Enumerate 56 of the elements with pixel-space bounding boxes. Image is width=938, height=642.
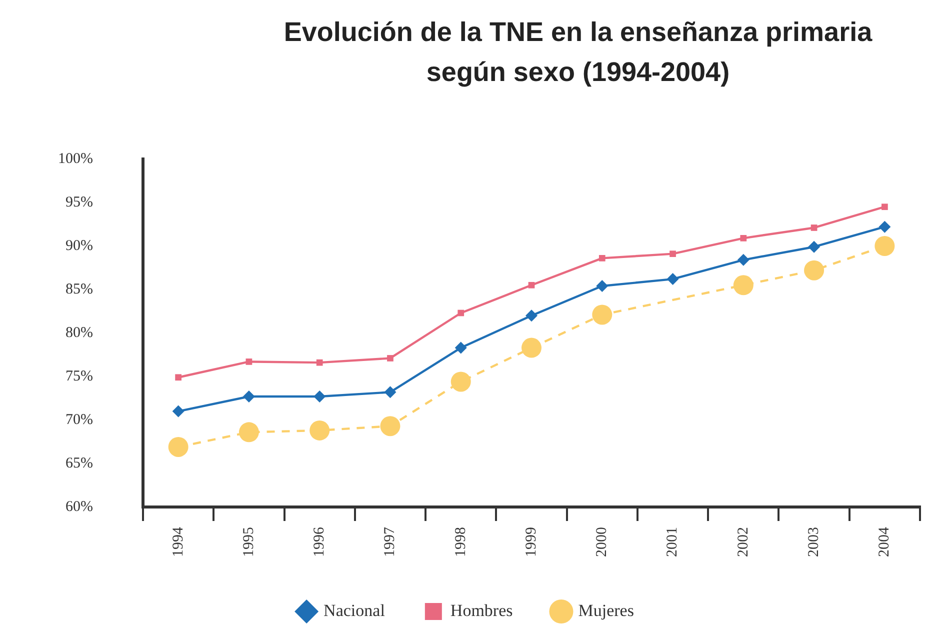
point [666, 273, 679, 286]
point [804, 260, 824, 280]
x-tick-label: 1998 [452, 527, 469, 557]
point [175, 374, 182, 381]
x-tick-label: 1994 [170, 526, 186, 557]
point [450, 372, 471, 392]
y-tick-label: 65% [65, 455, 93, 472]
point [528, 282, 535, 288]
legend-label: Mujeres [578, 600, 634, 620]
point [458, 310, 464, 316]
y-tick-label: 90% [65, 238, 93, 254]
x-tick-label: 2004 [876, 526, 893, 557]
point [733, 275, 754, 296]
x-tick-label: 1996 [312, 526, 328, 557]
point [592, 304, 612, 325]
x-tick-label: 1995 [240, 527, 257, 557]
y-tick-label: 85% [65, 281, 93, 298]
y-tick-label: 80% [65, 324, 93, 341]
point [316, 359, 323, 366]
point [387, 355, 394, 362]
point [521, 338, 542, 358]
point [242, 390, 255, 403]
legend-label: Hombres [450, 600, 513, 620]
point [172, 405, 184, 418]
point [314, 390, 326, 403]
point [740, 234, 747, 242]
point [882, 204, 888, 210]
point [310, 420, 330, 440]
x-tick-label: 2003 [806, 527, 822, 557]
point [874, 236, 895, 256]
x-tick-label: 2002 [735, 527, 752, 557]
point [168, 436, 188, 457]
y-tick-label: 95% [65, 194, 93, 210]
x-tick-label: 1999 [523, 527, 540, 557]
point [737, 254, 750, 266]
legend-label: Nacional [324, 600, 386, 620]
x-tick-label: 1997 [382, 526, 398, 557]
point [384, 386, 396, 398]
point [454, 342, 467, 354]
y-tick-label: 100% [58, 150, 93, 167]
point [238, 422, 259, 442]
x-tick-label: 2000 [594, 527, 610, 557]
point [596, 280, 608, 292]
point [878, 220, 891, 233]
point [246, 358, 252, 365]
point [380, 416, 400, 436]
point [810, 224, 818, 231]
chart-title: Evolución de la TNE en la enseñanza primaria según sexo (1994-2004) [282, 16, 874, 89]
y-tick-label: 75% [65, 368, 93, 384]
point [525, 310, 538, 322]
point [670, 250, 676, 258]
point [598, 255, 606, 262]
y-tick-label: 60% [65, 498, 93, 515]
x-tick-label: 2001 [664, 527, 681, 557]
point [808, 240, 820, 253]
y-tick-label: 70% [65, 412, 93, 428]
